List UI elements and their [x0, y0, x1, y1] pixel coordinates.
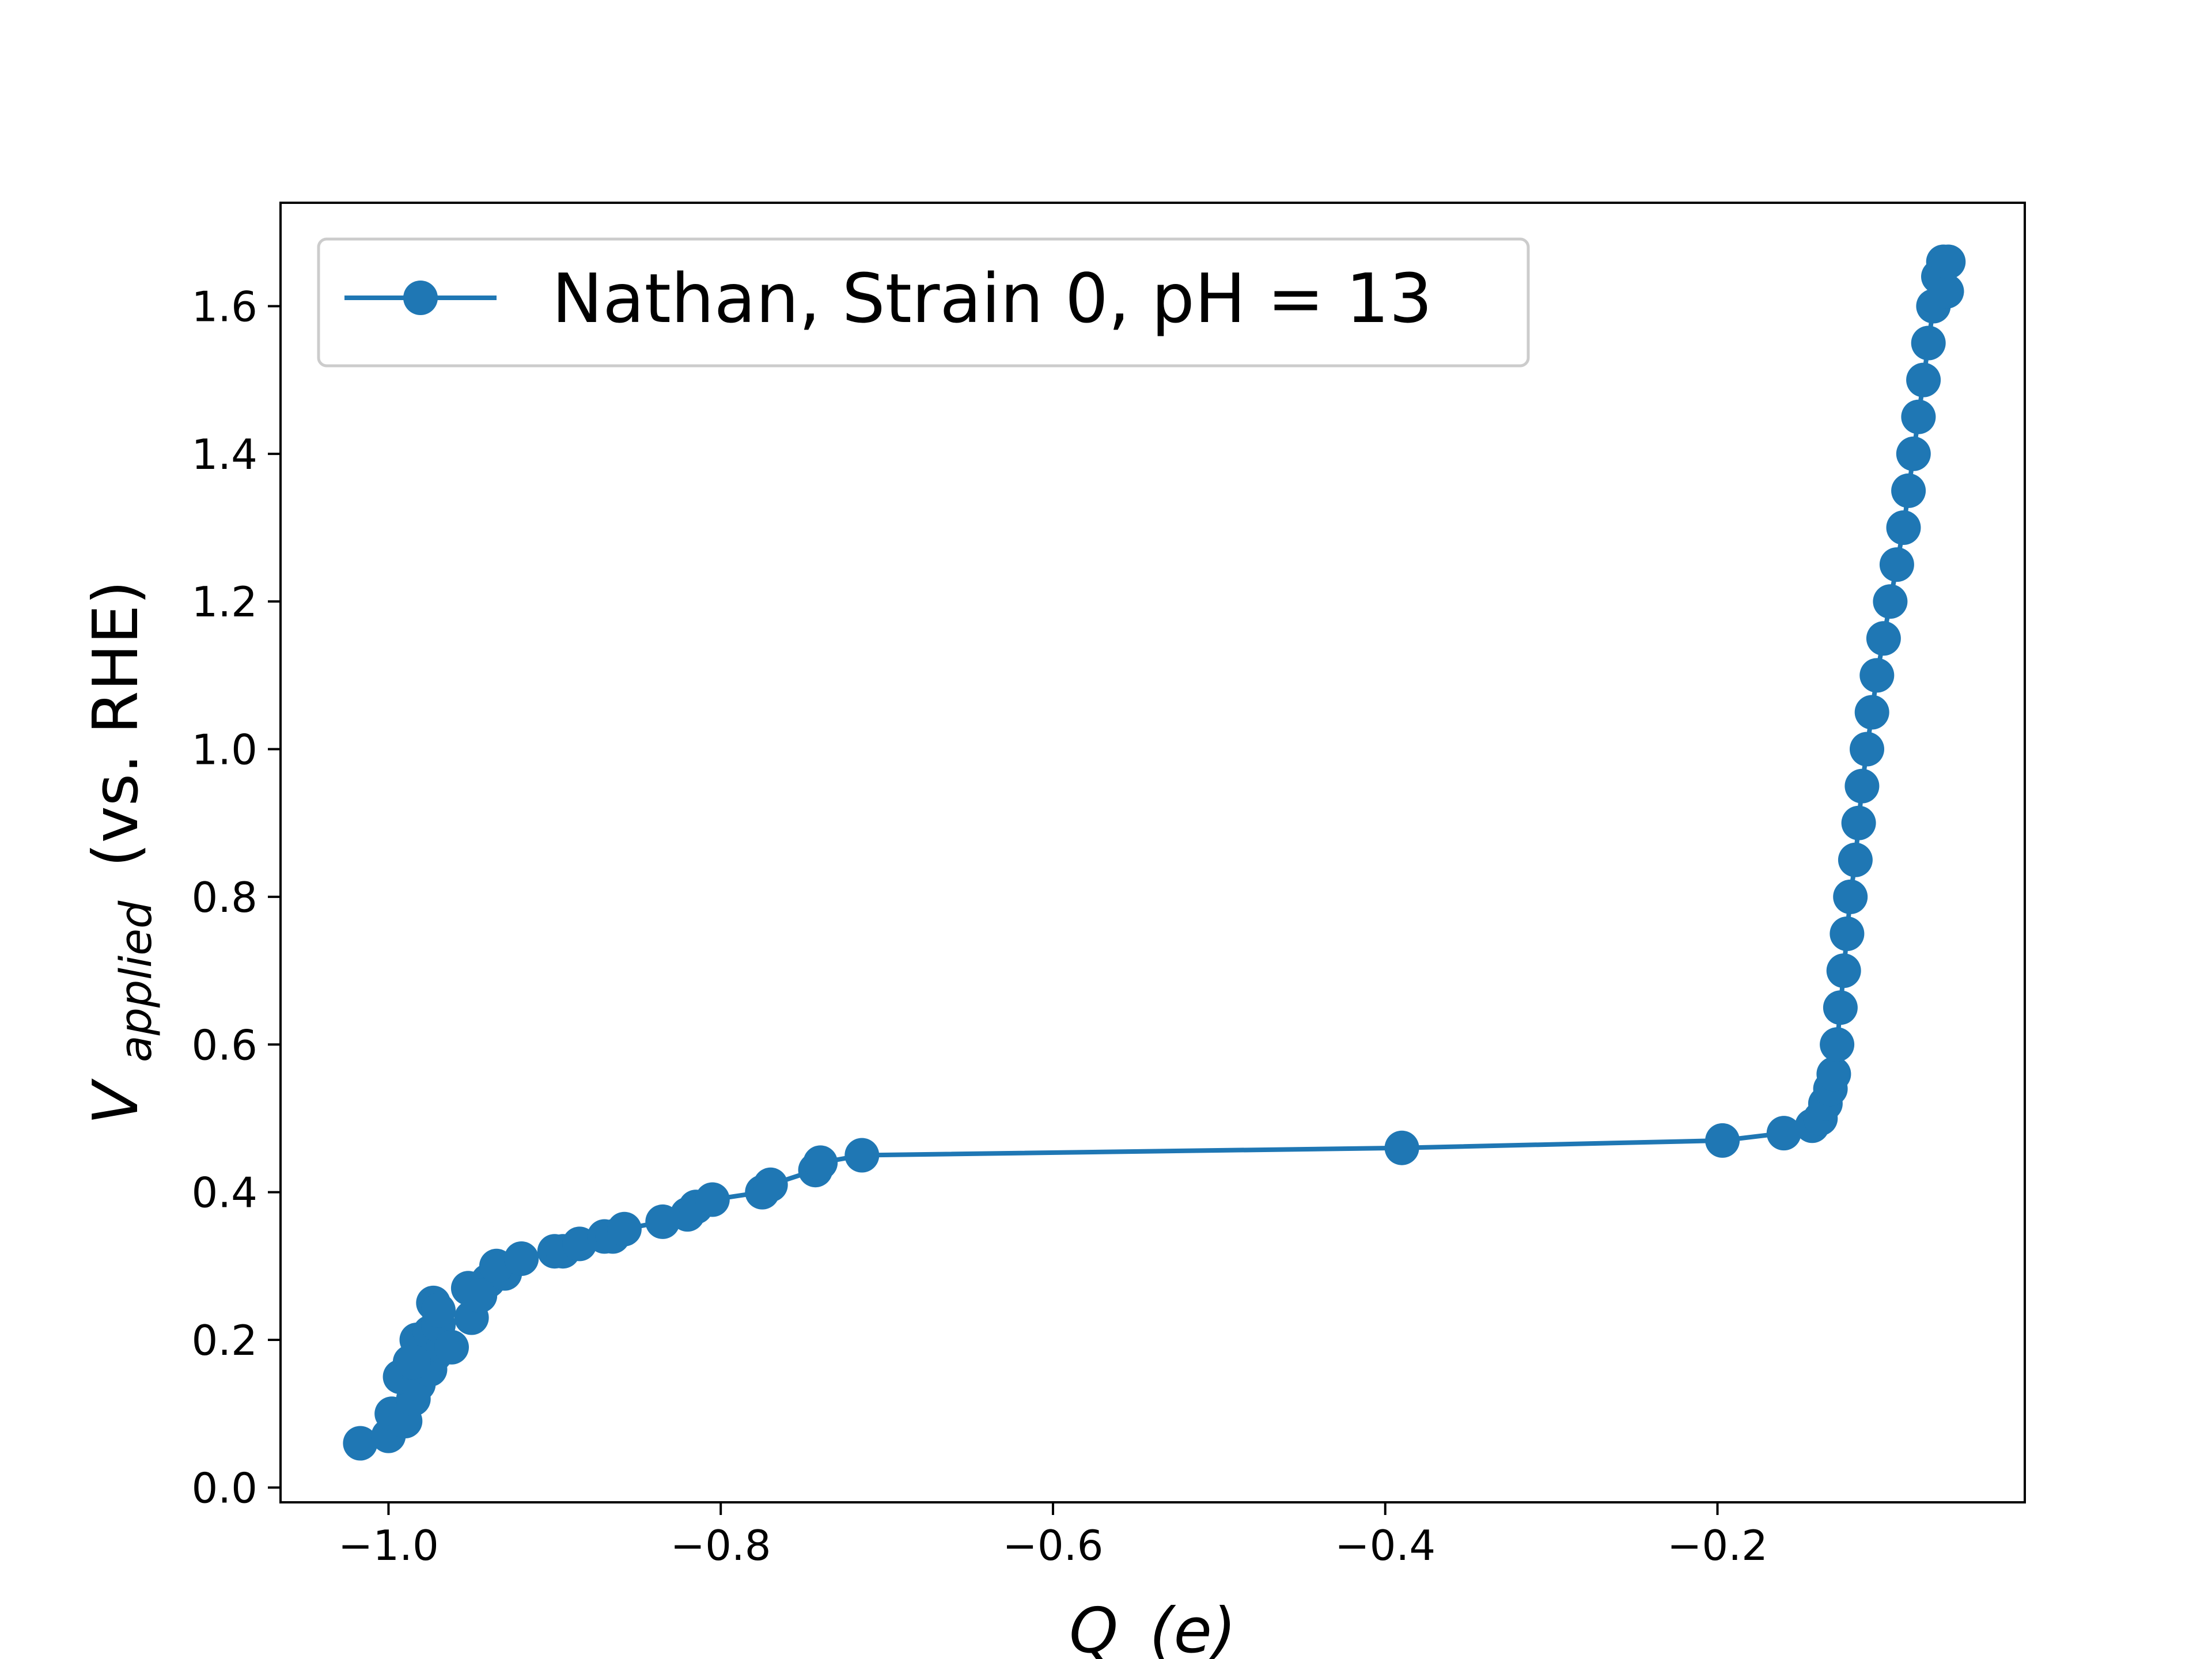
data-point: [1844, 768, 1880, 804]
data-point: [1854, 695, 1889, 730]
y-tick-label: 1.2: [191, 578, 257, 626]
data-point: [1929, 274, 1964, 309]
data-point: [1833, 879, 1868, 914]
data-point: [1838, 842, 1873, 877]
legend: Nathan, Strain 0, pH = 13: [317, 237, 1530, 368]
legend-entry-label: Nathan, Strain 0, pH = 13: [552, 259, 1433, 338]
data-point: [421, 1293, 456, 1328]
data-point: [1816, 1056, 1851, 1092]
data-point: [695, 1182, 730, 1217]
data-point: [1886, 510, 1921, 545]
y-axis-label-unit: (vs. RHE): [80, 581, 152, 868]
x-axis: −1.0 −0.8 −0.6 −0.4 −0.2: [338, 1502, 1768, 1570]
y-tick-label: 0.4: [191, 1169, 257, 1217]
data-point: [1830, 916, 1865, 951]
y-tick-label: 0.6: [191, 1021, 257, 1069]
data-point: [844, 1138, 880, 1173]
x-tick-label: −0.6: [1003, 1521, 1104, 1570]
x-tick-label: −0.8: [671, 1521, 771, 1570]
y-tick-label: 0.2: [191, 1316, 257, 1365]
x-tick-label: −0.2: [1667, 1521, 1768, 1570]
data-point: [753, 1167, 788, 1202]
y-axis-label-subscript: applied: [110, 900, 161, 1062]
data-point: [434, 1330, 469, 1365]
series-line: [359, 259, 1951, 1446]
data-point: [1826, 953, 1861, 988]
y-tick-label: 1.4: [191, 430, 257, 479]
y-axis-label-main: V: [80, 1078, 152, 1124]
data-point: [1866, 621, 1901, 656]
y-tick-label: 0.0: [191, 1464, 257, 1512]
data-point: [1850, 732, 1884, 767]
y-tick-label: 1.0: [191, 726, 257, 774]
data-point: [1891, 473, 1926, 508]
data-point: [607, 1211, 642, 1247]
data-point: [1705, 1123, 1740, 1158]
data-point: [1896, 436, 1931, 471]
data-point: [1931, 244, 1966, 279]
x-tick-label: −0.4: [1335, 1521, 1435, 1570]
x-tick-label: −1.0: [338, 1521, 439, 1570]
data-point: [1901, 399, 1936, 434]
data-point: [1766, 1116, 1801, 1151]
y-tick-label: 0.8: [191, 873, 257, 922]
x-axis-label-unit: (e): [1149, 1595, 1236, 1659]
data-point: [1879, 547, 1914, 582]
plot-frame: [279, 202, 2026, 1503]
legend-marker-icon: [403, 281, 438, 315]
data-point: [463, 1278, 498, 1313]
x-axis-label: Q (e): [1069, 1595, 1236, 1659]
y-axis-label: V applied (vs. RHE): [80, 581, 166, 1124]
legend-box: [317, 237, 1530, 368]
y-tick-label: 1.6: [191, 282, 257, 331]
series-layer: [343, 244, 1966, 1461]
y-axis: 0.0 0.2 0.4 0.6 0.8 1.0 1.2 1.4 1.6: [191, 282, 281, 1512]
data-point: [803, 1145, 838, 1180]
data-point: [1841, 805, 1876, 840]
data-point: [1906, 362, 1941, 397]
data-point: [1911, 325, 1946, 361]
data-point: [1823, 990, 1858, 1025]
data-point: [1820, 1027, 1855, 1062]
data-point: [1873, 584, 1908, 619]
x-axis-label-main: Q: [1069, 1595, 1118, 1659]
data-point: [343, 1426, 378, 1461]
data-point: [396, 1344, 431, 1380]
data-point: [1384, 1130, 1419, 1165]
data-point: [1859, 658, 1895, 693]
data-point: [504, 1241, 539, 1276]
